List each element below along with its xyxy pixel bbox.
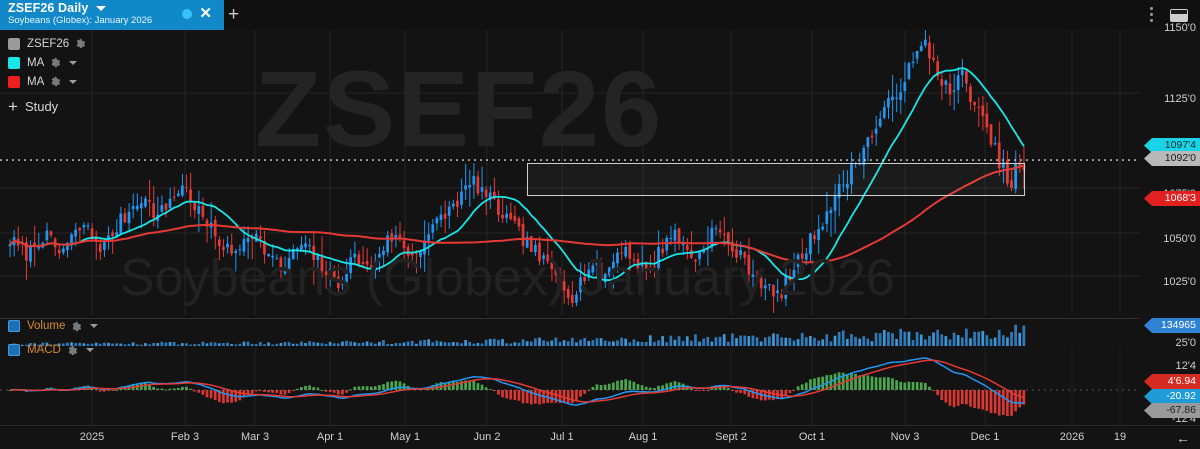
price-tick-3: 1050'0	[1163, 233, 1196, 245]
price-chart-canvas	[0, 30, 1140, 315]
price-tick-4: 1025'0	[1163, 276, 1196, 288]
symbol-color-swatch	[8, 37, 20, 50]
macd-signal-tag[interactable]: 4'6.94	[1144, 374, 1200, 389]
legend-label-ma-slow: MA	[27, 75, 45, 88]
time-tick-6: Jul 1	[550, 431, 574, 443]
add-study-label: Study	[24, 99, 59, 114]
time-tick-7: Aug 1	[628, 431, 658, 443]
macd-tick-0: 12'4	[1175, 360, 1196, 372]
chevron-down-icon[interactable]	[95, 6, 106, 12]
time-tick-8: Sept 2	[715, 431, 747, 443]
time-tick-1: Feb 3	[170, 431, 200, 443]
time-tick-13: 19	[1113, 431, 1127, 443]
window-restore-icon[interactable]	[1170, 9, 1188, 22]
time-tick-2: Mar 3	[240, 431, 270, 443]
legend-label-symbol: ZSEF26	[27, 37, 70, 50]
volume-label: Volume	[27, 320, 66, 332]
close-icon[interactable]: ✕	[199, 5, 212, 22]
volume-pane[interactable]	[0, 318, 1140, 346]
time-tick-3: Apr 1	[316, 431, 344, 443]
chevron-down-icon[interactable]	[90, 324, 99, 328]
volume-legend[interactable]: Volume	[8, 320, 99, 332]
legend-row-symbol[interactable]: ZSEF26	[8, 34, 86, 53]
volume-color-swatch	[8, 320, 20, 332]
add-study-button[interactable]: + Study	[8, 96, 86, 116]
volume-canvas	[0, 318, 1140, 346]
plus-icon: +	[8, 96, 18, 116]
status-dot-icon	[182, 9, 192, 19]
time-axis[interactable]: ← 2025 Feb 3 Mar 3 Apr 1 May 1 Jun 2 Jul 1 Aug …	[0, 425, 1200, 449]
time-tick-5: Jun 2	[473, 431, 501, 443]
time-tick-10: Nov 3	[890, 431, 920, 443]
macd-label: MACD	[27, 344, 61, 356]
tab-title-text: ZSEF26 Daily	[8, 1, 89, 15]
price-chart-pane[interactable]	[0, 30, 1140, 315]
gear-icon[interactable]	[75, 38, 86, 49]
macd-color-swatch	[8, 344, 20, 356]
last-price-tag[interactable]: 1092'0	[1144, 151, 1200, 166]
kebab-menu-icon[interactable]	[1150, 7, 1153, 22]
chevron-down-icon[interactable]	[69, 60, 78, 65]
ma-fast-price-tag[interactable]: 1097'4	[1144, 138, 1200, 153]
rectangle-drawing-tool[interactable]	[527, 163, 1025, 196]
legend-label-ma-fast: MA	[27, 56, 45, 69]
ma-fast-color-swatch	[8, 56, 20, 69]
time-tick-9: Oct 1	[798, 431, 826, 443]
chevron-down-icon[interactable]	[69, 79, 78, 84]
macd-hist-tag[interactable]: -67.86	[1144, 403, 1200, 418]
tab-subtitle: Soybeans (Globex): January 2026	[8, 15, 153, 26]
time-tick-0: 2025	[79, 431, 105, 443]
macd-legend[interactable]: MACD	[8, 344, 94, 356]
gear-icon[interactable]	[50, 76, 61, 87]
macd-canvas	[0, 348, 1140, 425]
ma-slow-color-swatch	[8, 75, 20, 88]
title-bar: ZSEF26 Daily Soybeans (Globex): January …	[0, 0, 1200, 30]
add-tab-button[interactable]: +	[228, 4, 240, 25]
volume-tick-0: 25'0	[1175, 337, 1196, 349]
chart-tab[interactable]: ZSEF26 Daily Soybeans (Globex): January …	[0, 0, 224, 30]
macd-pane[interactable]	[0, 348, 1140, 425]
chevron-down-icon[interactable]	[85, 348, 94, 352]
titlebar-controls	[1136, 0, 1200, 30]
gear-icon[interactable]	[67, 345, 78, 356]
arrow-left-icon[interactable]: ←	[1176, 430, 1190, 446]
ma-slow-price-tag[interactable]: 1068'3	[1144, 191, 1200, 206]
chart-legend: ZSEF26 MA MA + Study	[8, 34, 86, 116]
price-tick-1: 1125'0	[1164, 93, 1196, 105]
legend-row-ma-slow[interactable]: MA	[8, 72, 86, 91]
macd-line-tag[interactable]: -20.92	[1144, 389, 1200, 404]
legend-row-ma-fast[interactable]: MA	[8, 53, 86, 72]
time-tick-4: May 1	[390, 431, 420, 443]
tab-title: ZSEF26 Daily	[8, 1, 218, 15]
gear-icon[interactable]	[50, 57, 61, 68]
gear-icon[interactable]	[71, 321, 82, 332]
price-axis[interactable]: 1150'01125'01075'01050'01025'01097'41092…	[1140, 22, 1200, 425]
time-tick-11: Dec 1	[970, 431, 1000, 443]
price-tick-0: 1150'0	[1164, 22, 1196, 34]
time-tick-12: 2026	[1059, 431, 1085, 443]
volume-value-tag[interactable]: 134965	[1144, 318, 1200, 333]
